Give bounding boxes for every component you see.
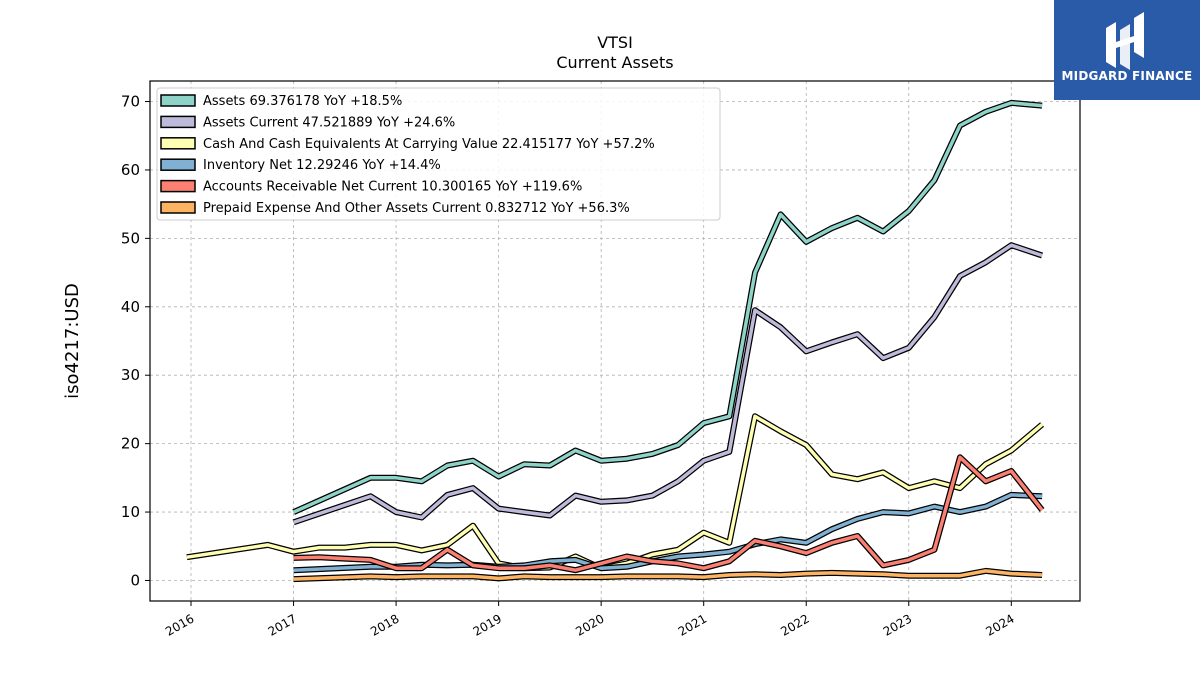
y-tick-label: 30	[121, 366, 140, 384]
series-line	[292, 101, 1043, 514]
y-tick-label: 50	[121, 229, 140, 247]
y-tick-label: 20	[121, 435, 140, 453]
legend-swatch	[160, 115, 196, 129]
x-tick-label: 2022	[778, 611, 811, 638]
y-tick-label: 70	[121, 93, 140, 111]
chart-subtitle: Current Assets	[556, 53, 673, 72]
legend-swatch	[160, 201, 196, 214]
series-lines	[186, 99, 1045, 583]
legend-label: Accounts Receivable Net Current 10.30016…	[203, 180, 582, 195]
series-2	[186, 413, 1045, 572]
legend-swatch	[160, 179, 196, 193]
y-tick-label: 60	[121, 161, 140, 179]
x-tick-label: 2021	[676, 611, 709, 638]
series-3	[293, 491, 1043, 574]
series-4	[293, 454, 1045, 574]
series-line	[293, 493, 1043, 572]
series-line	[293, 569, 1043, 581]
y-axis-label: iso4217:USD	[62, 283, 83, 399]
legend-label: Prepaid Expense And Other Assets Current…	[203, 201, 630, 216]
x-tick-label: 2024	[983, 611, 1016, 638]
legend-swatch	[160, 94, 196, 107]
x-tick-label: 2023	[881, 611, 914, 638]
legend-label: Cash And Cash Equivalents At Carrying Va…	[203, 137, 655, 152]
x-tick-label: 2018	[368, 611, 401, 638]
plot-frame	[149, 80, 1081, 602]
brand-name: MIDGARD FINANCE	[1061, 69, 1193, 83]
series-line-outline	[186, 413, 1045, 572]
legend-label: Assets 69.376178 YoY +18.5%	[203, 94, 402, 109]
y-tick-label: 0	[130, 571, 140, 589]
legend-swatch	[160, 158, 196, 171]
series-0	[292, 99, 1043, 515]
series-1	[292, 242, 1044, 526]
legend-box	[156, 87, 721, 221]
brand-logo: MIDGARD FINANCE	[1054, 0, 1200, 100]
midgard-logo-icon	[1106, 12, 1144, 70]
legend-label: Inventory Net 12.29246 YoY +14.4%	[203, 158, 441, 173]
legend-label: Assets Current 47.521889 YoY +24.6%	[203, 115, 455, 130]
legend: Assets 69.376178 YoY +18.5% Assets Curren…	[156, 87, 721, 221]
x-tick-label: 2017	[266, 611, 299, 638]
x-tick-label: 2016	[163, 611, 196, 638]
y-tick-label: 10	[121, 503, 140, 521]
series-line	[293, 243, 1043, 524]
series-line	[293, 455, 1044, 572]
y-tick-label: 40	[121, 298, 140, 316]
legend-swatch	[160, 137, 196, 150]
chart-title: VTSI	[597, 33, 633, 52]
series-5	[293, 567, 1043, 583]
x-tick-label: 2019	[471, 611, 504, 638]
x-tick-label: 2020	[573, 611, 606, 638]
